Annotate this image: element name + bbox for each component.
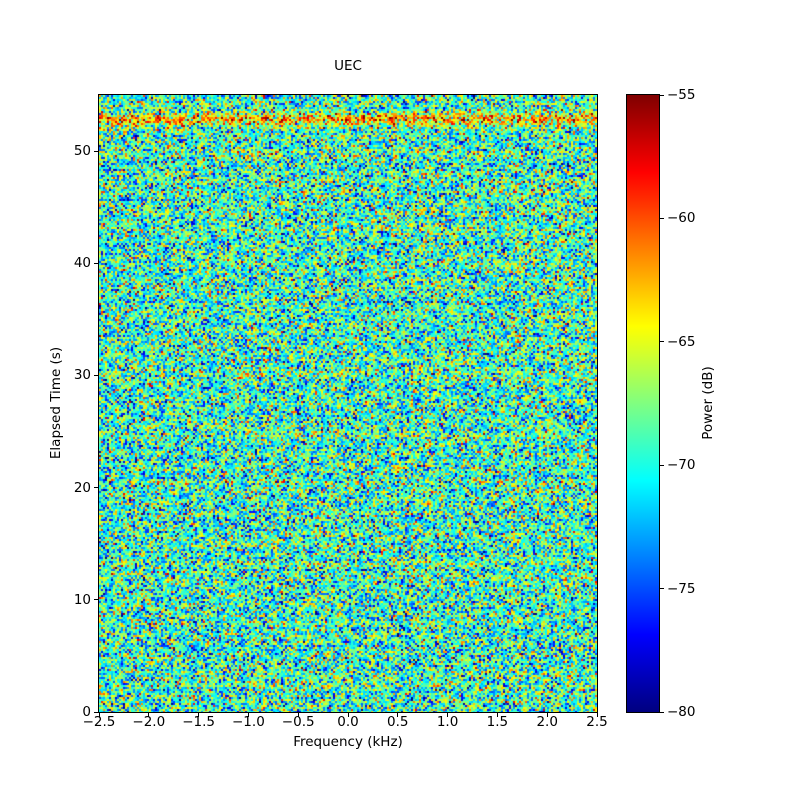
x-tick-label: −1.5 bbox=[182, 714, 215, 730]
x-tick-label: −1.0 bbox=[232, 714, 265, 730]
y-tick-mark bbox=[94, 487, 98, 489]
colorbar-tick-mark bbox=[660, 711, 664, 713]
colorbar-tick-label: −55 bbox=[667, 87, 696, 103]
x-tick-mark bbox=[397, 713, 399, 717]
y-axis-label: Elapsed Time (s) bbox=[48, 346, 64, 460]
y-tick-label: 10 bbox=[73, 591, 91, 608]
y-tick-mark bbox=[94, 599, 98, 601]
colorbar-tick-mark bbox=[660, 217, 664, 219]
colorbar-tick-mark bbox=[660, 588, 664, 590]
y-tick-label: 0 bbox=[82, 704, 91, 720]
colorbar-tick-label: −65 bbox=[667, 333, 696, 350]
y-tick-mark bbox=[94, 150, 98, 152]
spectrogram-heatmap bbox=[99, 95, 597, 712]
colorbar-tick-label: −60 bbox=[667, 210, 696, 227]
x-tick-label: 2.5 bbox=[586, 714, 608, 730]
colorbar bbox=[626, 94, 660, 713]
x-tick-mark bbox=[247, 713, 249, 717]
x-tick-mark bbox=[198, 713, 200, 717]
x-tick-label: 1.0 bbox=[436, 714, 459, 730]
colorbar-tick-label: −70 bbox=[667, 457, 696, 474]
y-tick-mark bbox=[94, 374, 98, 376]
x-tick-label: 0.0 bbox=[337, 714, 359, 730]
colorbar-tick-mark bbox=[660, 94, 664, 96]
x-tick-label: −0.5 bbox=[281, 714, 315, 730]
y-tick-label: 30 bbox=[73, 367, 91, 384]
plot-title: UEC bbox=[334, 58, 362, 74]
x-tick-mark bbox=[148, 713, 150, 717]
y-tick-label: 40 bbox=[73, 255, 91, 272]
colorbar-tick-label: −80 bbox=[667, 704, 696, 720]
x-axis-label: Frequency (kHz) bbox=[293, 734, 403, 750]
x-tick-label: 2.0 bbox=[536, 714, 558, 730]
x-tick-mark bbox=[496, 713, 498, 717]
y-tick-label: 50 bbox=[73, 143, 91, 160]
x-tick-mark bbox=[546, 713, 548, 717]
spectrogram-plot-area bbox=[98, 94, 598, 713]
y-tick-mark bbox=[94, 711, 98, 713]
x-tick-mark bbox=[347, 713, 349, 717]
x-tick-mark bbox=[447, 713, 449, 717]
x-tick-label: 1.5 bbox=[486, 714, 509, 730]
x-tick-label: −2.0 bbox=[132, 714, 166, 730]
x-tick-mark bbox=[297, 713, 299, 717]
x-tick-label: −2.5 bbox=[82, 714, 116, 730]
x-tick-mark bbox=[596, 713, 598, 717]
x-tick-mark bbox=[98, 713, 100, 717]
y-tick-label: 20 bbox=[73, 479, 91, 496]
colorbar-label: Power (dB) bbox=[700, 366, 716, 440]
y-tick-mark bbox=[94, 262, 98, 264]
x-tick-label: 0.5 bbox=[387, 714, 409, 730]
colorbar-tick-mark bbox=[660, 341, 664, 343]
colorbar-tick-mark bbox=[660, 464, 664, 466]
colorbar-tick-label: −75 bbox=[667, 580, 696, 597]
